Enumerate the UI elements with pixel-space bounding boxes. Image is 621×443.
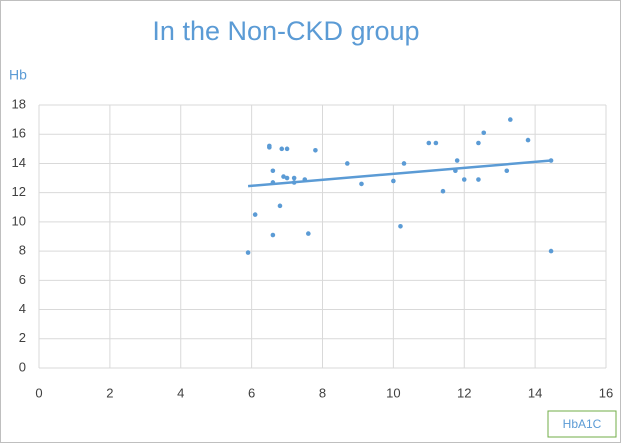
x-tick-label: 2: [106, 385, 113, 400]
point: [279, 146, 285, 152]
point: [267, 143, 272, 149]
x-tick-label: 12: [457, 385, 471, 400]
y-tick-label: 14: [12, 155, 26, 170]
x-tick-label: 14: [528, 385, 542, 400]
x-tick-label: 6: [248, 385, 255, 400]
point: [345, 161, 350, 166]
y-axis-label: Hb: [9, 67, 27, 83]
x-label-box: [547, 410, 617, 438]
point: [476, 177, 481, 182]
chart-title: In the Non-CKD group: [152, 16, 419, 46]
point: [284, 175, 290, 181]
y-tick-label: 16: [12, 126, 26, 141]
point: [270, 232, 276, 238]
x-tick-label: 16: [599, 385, 613, 400]
y-tick-label: 4: [19, 301, 26, 316]
point: [391, 178, 396, 184]
point: [306, 231, 311, 236]
x-tick-label: 4: [177, 385, 184, 400]
point: [440, 188, 446, 194]
x-tick-label: 8: [319, 385, 326, 400]
point: [398, 223, 403, 229]
point: [401, 161, 407, 166]
y-tick-label: 8: [19, 243, 26, 258]
point: [245, 250, 251, 255]
point: [252, 212, 258, 217]
point: [433, 140, 439, 146]
point: [504, 168, 510, 174]
point: [426, 140, 432, 146]
point: [277, 203, 283, 209]
point: [454, 158, 460, 163]
point: [508, 117, 513, 122]
point: [481, 130, 487, 136]
point: [359, 181, 364, 187]
y-tick-label: 6: [19, 272, 26, 287]
point: [461, 177, 467, 182]
y-tick-label: 10: [12, 213, 26, 228]
point: [476, 140, 481, 146]
x-tick-label: 0: [35, 385, 42, 400]
x-axis-label: HbA1C: [563, 417, 602, 431]
point: [548, 248, 554, 254]
y-tick-label: 18: [12, 96, 26, 111]
point: [291, 175, 297, 181]
y-tick-label: 0: [19, 359, 26, 374]
point: [284, 146, 290, 152]
point: [525, 137, 531, 143]
trendline: [247, 159, 552, 188]
y-tick-label: 2: [19, 330, 26, 345]
x-tick-label: 10: [386, 385, 400, 400]
point: [270, 168, 276, 174]
y-tick-label: 12: [12, 184, 26, 199]
point: [313, 147, 318, 153]
point: [281, 174, 286, 179]
